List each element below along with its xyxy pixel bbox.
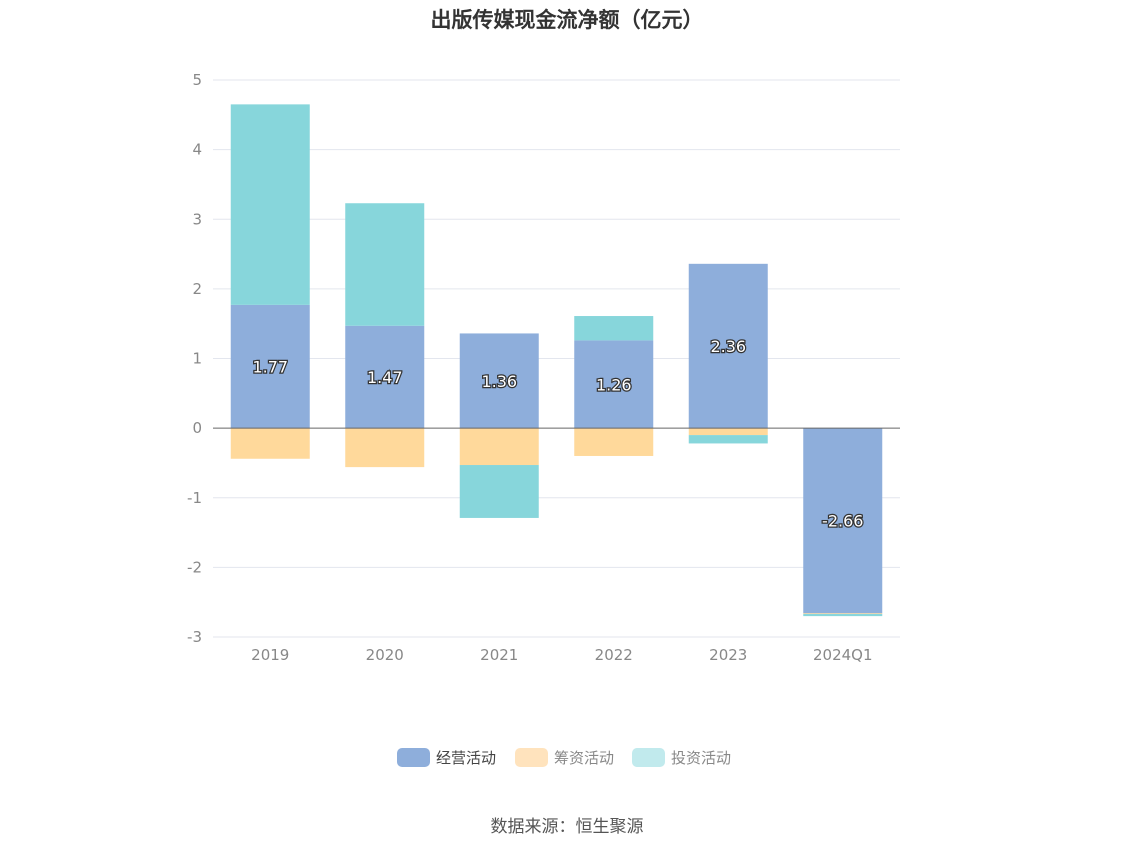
data-label: 2.36 — [710, 337, 746, 356]
legend-label: 筹资活动 — [554, 749, 614, 767]
bar-2024Q1-投资活动 — [803, 614, 883, 617]
data-label: 1.47 — [367, 368, 403, 387]
bar-2020-投资活动 — [345, 203, 425, 326]
bar-2023-投资活动 — [688, 435, 768, 444]
data-label: 1.26 — [596, 375, 632, 394]
bar-2024Q1-筹资活动 — [803, 613, 883, 615]
legend-swatch — [397, 748, 430, 767]
bar-2022-投资活动 — [574, 316, 654, 341]
legend-swatch — [515, 748, 548, 767]
legend-label: 经营活动 — [436, 749, 496, 767]
bar-2020-经营活动 — [345, 325, 425, 429]
legend-label: 投资活动 — [671, 749, 731, 767]
x-tick-label: 2024Q1 — [813, 646, 873, 664]
bar-2019-投资活动 — [230, 104, 310, 305]
x-tick-label: 2023 — [709, 646, 747, 664]
bar-2021-经营活动 — [459, 333, 539, 429]
y-tick-label: 1 — [192, 350, 202, 368]
chart-title: 出版传媒现金流净额（亿元） — [430, 8, 704, 32]
legend-item-投资活动: 投资活动 — [632, 748, 731, 767]
bar-2024Q1-经营活动 — [803, 428, 883, 614]
legend-item-经营活动: 经营活动 — [397, 748, 496, 767]
data-label: 1.77 — [252, 358, 288, 377]
bar-2019-筹资活动 — [230, 428, 310, 459]
x-tick-label: 2019 — [251, 646, 289, 664]
y-axis: 5 4 3 2 1 0 -1 -2 -3 — [187, 71, 202, 646]
y-tick-label: 4 — [192, 141, 202, 159]
y-tick-label: -2 — [187, 558, 202, 576]
bar-2021-筹资活动 — [459, 428, 539, 466]
bars — [230, 104, 883, 617]
y-tick-label: -3 — [187, 628, 202, 646]
bar-2020-筹资活动 — [345, 428, 425, 468]
bar-2022-筹资活动 — [574, 428, 654, 456]
legend-item-筹资活动: 筹资活动 — [515, 748, 614, 767]
legend: 经营活动 筹资活动 投资活动 — [397, 748, 731, 767]
legend-swatch — [632, 748, 665, 767]
x-tick-label: 2021 — [480, 646, 518, 664]
source-note: 数据来源：恒生聚源 — [490, 817, 644, 837]
y-tick-label: -1 — [187, 489, 202, 507]
grid-lines — [213, 79, 900, 638]
bar-2023-筹资活动 — [688, 428, 768, 436]
bar-2022-经营活动 — [574, 340, 654, 429]
x-tick-label: 2022 — [595, 646, 633, 664]
data-label: 1.36 — [481, 372, 517, 391]
data-labels: 1.77 1.47 1.36 1.26 2.36 -2.66 — [251, 336, 865, 532]
bar-2023-经营活动 — [688, 263, 768, 429]
x-axis: 2019 2020 2021 2022 2023 2024Q1 — [251, 646, 872, 664]
y-tick-label: 0 — [192, 419, 202, 437]
y-tick-label: 3 — [192, 210, 202, 228]
y-tick-label: 5 — [192, 71, 202, 89]
x-tick-label: 2020 — [366, 646, 404, 664]
data-label: -2.66 — [822, 512, 863, 531]
y-tick-label: 2 — [192, 280, 202, 298]
bar-2019-经营活动 — [230, 304, 310, 429]
bar-2021-投资活动 — [459, 465, 539, 518]
